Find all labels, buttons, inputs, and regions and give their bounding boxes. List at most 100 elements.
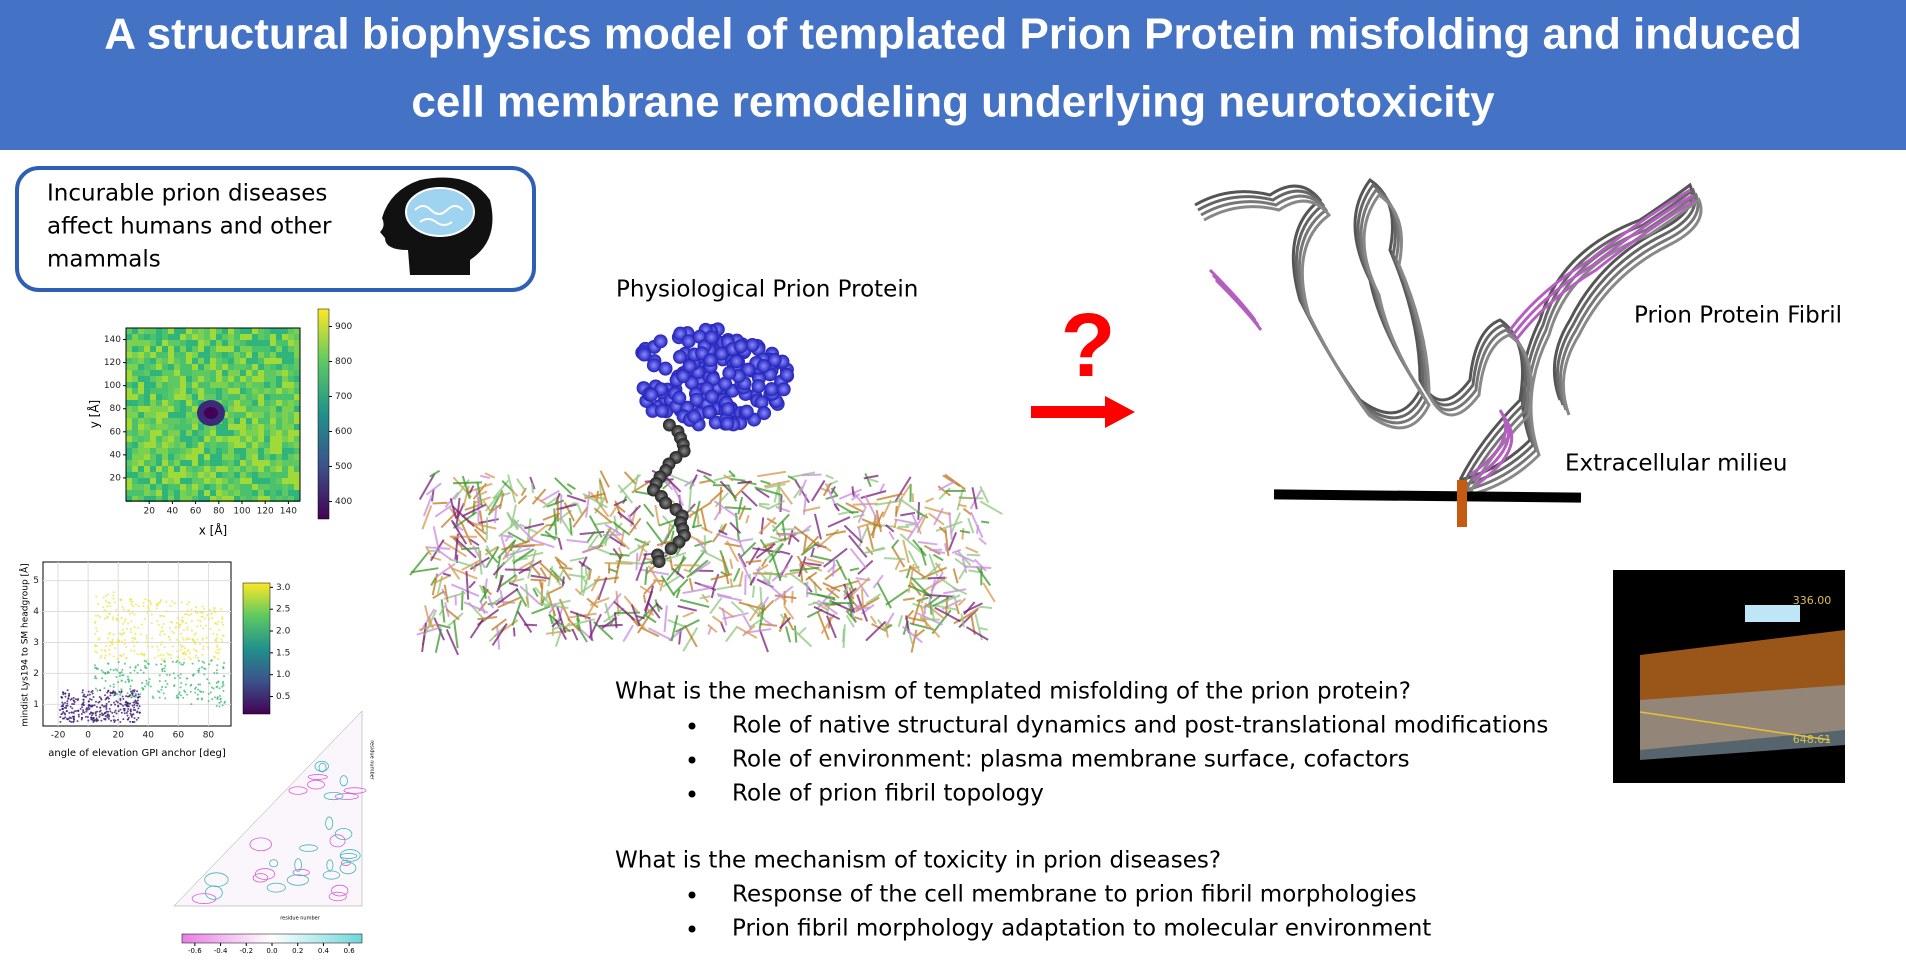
heat-cell [174,388,180,394]
lipid [789,530,793,545]
heat-cell [222,358,228,364]
lipid [980,486,988,502]
lipid [728,485,736,501]
scatter-texture [164,697,166,699]
heat-cell [258,430,264,436]
heat-cell [192,484,198,490]
heat-cell [186,364,192,370]
scatter-texture [103,597,105,599]
heat-cell [222,400,228,406]
scatter-texture [78,715,80,717]
scatter-texture [83,694,85,696]
scatter-texture [113,591,115,593]
scatter-texture [194,643,196,645]
heat-cell [288,412,294,418]
scatter-texture [151,646,153,648]
heat-cell [252,376,258,382]
heat-cell [282,472,288,478]
scatter-texture [176,650,178,652]
heat-cell [150,340,156,346]
scatter-texture [173,685,175,687]
scatter-texture [131,601,133,603]
heat-cell [204,436,210,442]
scatter-texture [186,603,188,605]
heat-cell [276,412,282,418]
lipid [623,625,633,641]
lipid [746,515,748,523]
lipid [469,581,475,587]
heat-cell [276,382,282,388]
scatter-texture [137,717,139,719]
scatter-texture [159,680,161,682]
heat-cell [294,460,300,466]
scatter-texture [68,693,70,695]
heat-cell [228,442,234,448]
heat-cell [258,388,264,394]
scatter-texture [160,631,162,633]
heat-cell [288,430,294,436]
scatter-texture [184,613,186,615]
lipid [815,514,821,540]
scatter-texture [103,718,105,720]
y-tick-label: 120 [104,358,121,368]
lipid [680,600,709,607]
scatter-texture [137,627,139,629]
heat-cell [246,412,252,418]
callout-text: Incurable prion diseases [47,181,327,207]
protein-atom [637,348,651,362]
scatter-texture [124,618,126,620]
heat-cell [168,466,174,472]
scatter-texture [221,641,223,643]
scatter-texture [204,668,206,670]
heat-cell [288,370,294,376]
scatter-texture [112,595,114,597]
heat-cell [216,388,222,394]
lipid [730,559,732,569]
scatter-texture [201,654,203,656]
heat-cell [204,430,210,436]
scatter-texture [118,640,120,642]
heat-cell [168,400,174,406]
scatter-texture [94,633,96,635]
heat-cell [234,454,240,460]
heat-cell [240,364,246,370]
scatter-texture [149,678,151,680]
heat-cell [162,472,168,478]
scatter-texture [122,705,124,707]
heat-cell [282,340,288,346]
scatter-texture [75,698,77,700]
heat-cell [150,478,156,484]
scatter-texture [133,650,135,652]
scatter-texture [216,672,218,674]
scatter-texture [191,630,193,632]
heat-cell [144,490,150,496]
heat-cell [270,490,276,496]
scatter-texture [140,633,142,635]
heat-cell [222,340,228,346]
scatter-texture [107,690,109,692]
scatter-texture [95,701,97,703]
scatter-texture [169,627,171,629]
heat-cell [270,352,276,358]
lipid [590,516,602,538]
heat-cell [240,436,246,442]
heat-cell [288,460,294,466]
heat-cell [294,442,300,448]
scatter-texture [211,617,213,619]
heat-cell [192,430,198,436]
scatter-texture [158,624,160,626]
scatter-texture [92,721,94,723]
y-tick-label: 4 [33,607,39,617]
lipid [514,628,515,637]
scatter-texture [108,649,110,651]
heat-cell [222,460,228,466]
scatter-texture [174,602,176,604]
lipid [698,515,699,525]
lipid [979,607,992,608]
heat-cell [186,358,192,364]
heat-cell [174,406,180,412]
bullet-dot [689,723,696,730]
scatter-texture [217,696,219,698]
scatter-texture [163,692,165,694]
heat-cell [186,490,192,496]
